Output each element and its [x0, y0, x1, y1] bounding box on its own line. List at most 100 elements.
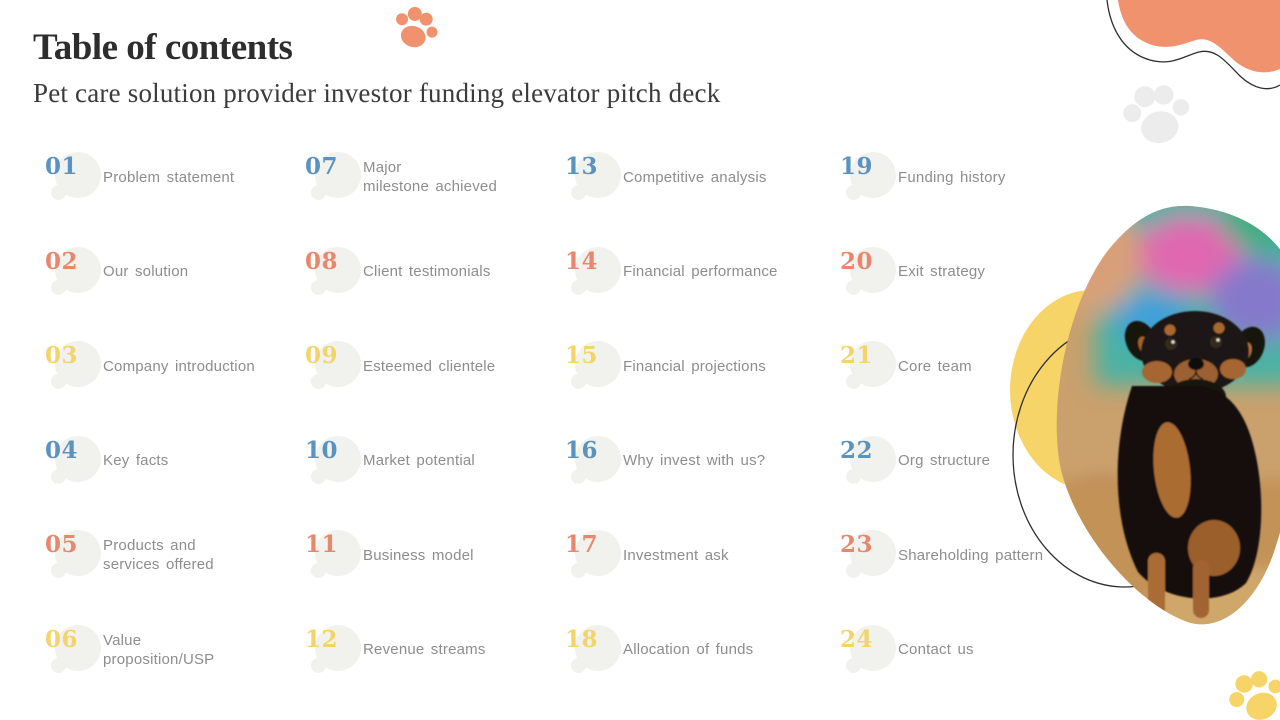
toc-item-number-wrap: 14 — [565, 246, 623, 305]
paw-pad-blob — [51, 435, 101, 484]
toc-item[interactable]: 11 Business model — [305, 530, 565, 625]
paw-pad-blob — [311, 341, 361, 389]
toc-item-number-wrap: 21 — [840, 341, 898, 399]
paw-pad-blob — [571, 624, 621, 673]
toc-item-number: 11 — [305, 531, 339, 558]
toc-item-label: Client testimonials — [363, 263, 491, 280]
toc-item-number: 09 — [305, 342, 339, 369]
paw-pad-blob — [311, 152, 361, 200]
paw-icon — [1221, 661, 1280, 720]
toc-item[interactable]: 10 Market potential — [305, 435, 565, 531]
toc-item-number: 23 — [840, 531, 874, 558]
toc-item-label: Funding history — [898, 168, 1006, 186]
orange-blob-outline — [1106, 0, 1280, 90]
toc-item[interactable]: 07 Major milestone achieved — [305, 152, 565, 247]
toc-item[interactable]: 19 Funding history — [840, 152, 1110, 247]
toc-item-number: 10 — [305, 436, 339, 464]
toc-item-label: Business model — [363, 546, 474, 564]
paw-pad-blob — [51, 152, 101, 200]
toc-item-label: Revenue streams — [363, 641, 486, 658]
toc-item-number: 13 — [565, 153, 599, 180]
toc-item-number-wrap: 08 — [305, 246, 363, 305]
paw-pad-blob — [846, 530, 896, 578]
paw-pad-blob — [51, 624, 101, 673]
toc-item[interactable]: 24 Contact us — [840, 624, 1110, 720]
toc-item-number-wrap: 04 — [45, 435, 103, 494]
toc-item-label: Contact us — [898, 641, 974, 658]
toc-item[interactable]: 04 Key facts — [45, 435, 305, 531]
paw-pad-blob — [846, 341, 896, 389]
toc-item-label: Our solution — [103, 263, 189, 280]
toc-item[interactable]: 06 Value proposition/USP — [45, 624, 305, 720]
toc-item-number: 17 — [565, 531, 599, 558]
toc-item[interactable]: 08 Client testimonials — [305, 246, 565, 342]
paw-pad-blob — [571, 530, 621, 578]
toc-item-label: Why invest with us? — [623, 452, 766, 469]
toc-grid: 01 Problem statement 02 Our solution 03 … — [45, 152, 1110, 719]
toc-item-number-wrap: 07 — [305, 152, 363, 210]
toc-item-number-wrap: 13 — [565, 152, 623, 210]
toc-item-number-wrap: 18 — [565, 624, 623, 683]
paw-pad-blob — [51, 530, 101, 578]
toc-item-label: Market potential — [363, 452, 475, 469]
page-subtitle: Pet care solution provider investor fund… — [33, 77, 721, 108]
toc-item-number: 01 — [45, 153, 79, 180]
toc-item-number: 16 — [565, 436, 599, 464]
toc-item-number-wrap: 10 — [305, 435, 363, 494]
toc-item-label: Allocation of funds — [623, 641, 754, 658]
toc-item[interactable]: 21 Core team — [840, 341, 1110, 436]
toc-item-label: Financial projections — [623, 357, 766, 375]
toc-item[interactable]: 20 Exit strategy — [840, 246, 1110, 342]
paw-pad-blob — [311, 435, 361, 484]
toc-item[interactable]: 05 Products and services offered — [45, 530, 305, 625]
toc-item[interactable]: 23 Shareholding pattern — [840, 530, 1110, 625]
toc-item-label: Company introduction — [103, 357, 255, 375]
toc-item-label: Investment ask — [623, 546, 729, 564]
toc-item[interactable]: 15 Financial projections — [565, 341, 840, 436]
toc-item[interactable]: 12 Revenue streams — [305, 624, 565, 720]
toc-item[interactable]: 09 Esteemed clientele — [305, 341, 565, 436]
toc-item-number: 12 — [305, 625, 339, 653]
paw-pad-blob — [311, 530, 361, 578]
toc-item-number: 14 — [565, 247, 599, 275]
toc-item[interactable]: 02 Our solution — [45, 246, 305, 342]
toc-item-label: Financial performance — [623, 263, 778, 280]
toc-item-number: 03 — [45, 342, 79, 369]
toc-item-number: 24 — [840, 625, 874, 653]
paw-pad-blob — [571, 341, 621, 389]
toc-item-number: 05 — [45, 531, 79, 558]
toc-item[interactable]: 22 Org structure — [840, 435, 1110, 531]
paw-pad-blob — [846, 624, 896, 673]
paw-pad-blob — [846, 246, 896, 295]
paw-pad-blob — [846, 435, 896, 484]
toc-item[interactable]: 17 Investment ask — [565, 530, 840, 625]
toc-item[interactable]: 18 Allocation of funds — [565, 624, 840, 720]
toc-item-number: 04 — [45, 436, 79, 464]
paw-pad-blob — [51, 246, 101, 295]
toc-item-number-wrap: 16 — [565, 435, 623, 494]
toc-item[interactable]: 03 Company introduction — [45, 341, 305, 436]
toc-item-number: 06 — [45, 625, 79, 653]
toc-item[interactable]: 01 Problem statement — [45, 152, 305, 247]
toc-item-number-wrap: 12 — [305, 624, 363, 683]
toc-item-number-wrap: 24 — [840, 624, 898, 683]
toc-item[interactable]: 13 Competitive analysis — [565, 152, 840, 247]
toc-item-label: Exit strategy — [898, 263, 986, 280]
paw-pad-blob — [51, 341, 101, 389]
toc-item-label: Major milestone achieved — [363, 159, 498, 195]
toc-item[interactable]: 16 Why invest with us? — [565, 435, 840, 531]
toc-item-label: Key facts — [103, 452, 169, 469]
page-title: Table of contents — [33, 27, 293, 68]
toc-item-number: 08 — [305, 247, 339, 275]
paw-pad-blob — [571, 435, 621, 484]
paw-pad-blob — [846, 152, 896, 200]
header: Table of contents Pet care solution prov… — [33, 27, 721, 109]
toc-item-label: Competitive analysis — [623, 168, 767, 186]
toc-item-label: Esteemed clientele — [363, 357, 496, 375]
toc-item-number-wrap: 01 — [45, 152, 103, 210]
toc-item-number: 19 — [840, 153, 874, 180]
toc-item-number: 15 — [565, 342, 599, 369]
toc-item[interactable]: 14 Financial performance — [565, 246, 840, 342]
toc-item-label: Value proposition/USP — [103, 631, 215, 668]
